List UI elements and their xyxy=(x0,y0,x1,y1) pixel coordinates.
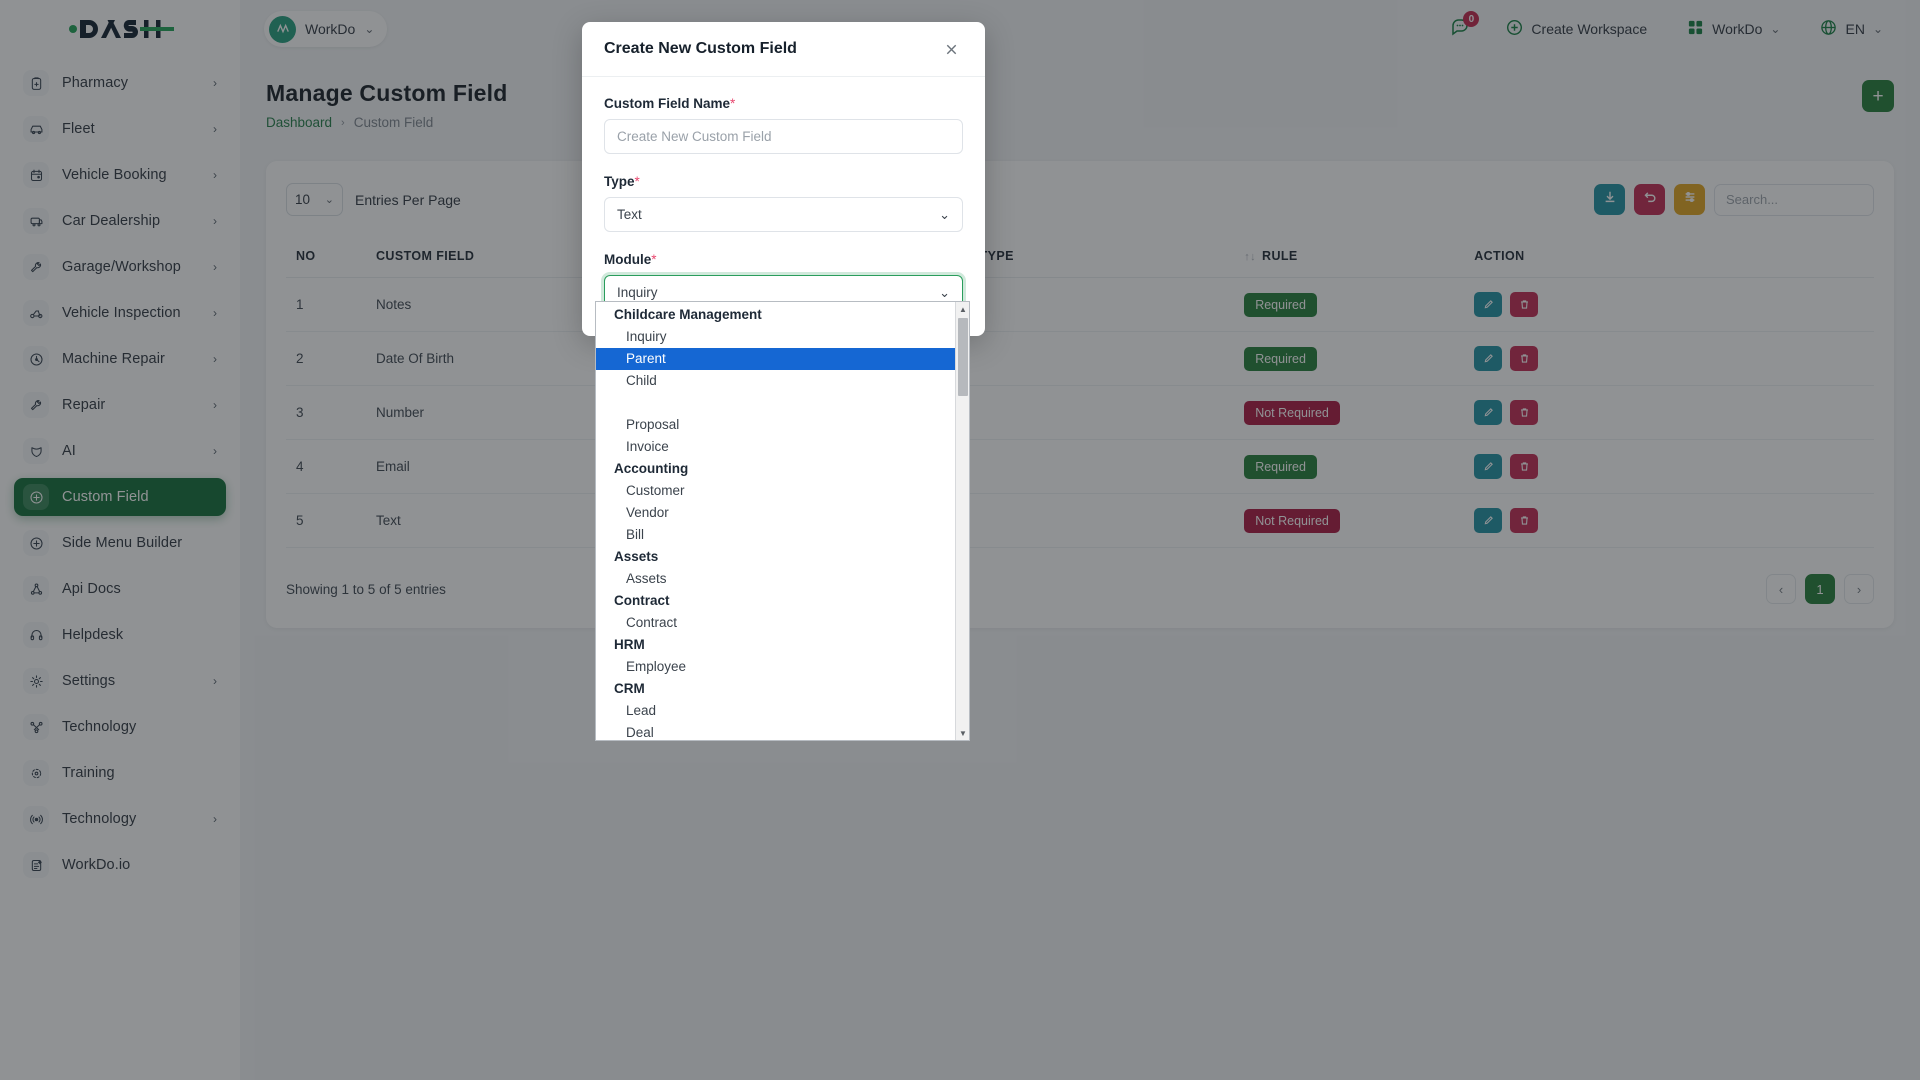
dropdown-group-label xyxy=(596,392,955,414)
name-field-label: Custom Field Name* xyxy=(604,96,963,111)
dropdown-option[interactable]: Assets xyxy=(626,571,667,586)
module-dropdown-options: Childcare Management Inquiry Parent Child Pr… xyxy=(596,302,955,740)
chevron-down-icon: ⌄ xyxy=(939,206,950,222)
modal-body: Custom Field Name* Create New Custom Fie… xyxy=(582,77,985,336)
module-field-label-text: Module xyxy=(604,252,652,267)
dropdown-option[interactable]: Contract xyxy=(626,615,678,630)
dropdown-option[interactable]: Parent xyxy=(596,348,955,370)
dropdown-option[interactable]: Lead xyxy=(626,703,657,718)
dropdown-option[interactable]: Bill xyxy=(626,527,645,542)
modal-header: Create New Custom Field xyxy=(582,22,985,77)
dropdown-group-label: Assets xyxy=(614,549,659,564)
chevron-down-icon: ⌄ xyxy=(939,284,950,300)
required-star: * xyxy=(651,252,657,267)
scrollbar-thumb[interactable] xyxy=(958,318,968,396)
dropdown-option[interactable]: Deal xyxy=(626,725,654,740)
dropdown-scrollbar[interactable]: ▲ ▼ xyxy=(955,302,969,740)
dropdown-group-label: Contract xyxy=(614,593,670,608)
dropdown-option[interactable]: Customer xyxy=(626,483,685,498)
dropdown-option[interactable]: Inquiry xyxy=(626,329,667,344)
dropdown-option[interactable]: Employee xyxy=(626,659,687,674)
type-select[interactable]: Text ⌄ xyxy=(604,197,963,232)
modal-title: Create New Custom Field xyxy=(604,40,797,57)
dropdown-option[interactable]: Child xyxy=(626,373,657,388)
dropdown-group-label: Accounting xyxy=(614,461,689,476)
module-field-label: Module* xyxy=(604,252,963,267)
type-select-value: Text xyxy=(617,207,642,222)
type-field-label: Type* xyxy=(604,174,963,189)
dropdown-option[interactable]: Invoice xyxy=(626,439,669,454)
required-star: * xyxy=(730,96,736,111)
type-field-label-text: Type xyxy=(604,174,635,189)
create-custom-field-modal: Create New Custom Field Custom Field Nam… xyxy=(582,22,985,336)
required-star: * xyxy=(634,174,640,189)
module-dropdown-list[interactable]: Childcare Management Inquiry Parent Child Pr… xyxy=(595,301,970,741)
module-select-value: Inquiry xyxy=(617,285,658,300)
scroll-up-icon[interactable]: ▲ xyxy=(959,304,967,314)
dropdown-option[interactable]: Vendor xyxy=(626,505,669,520)
dropdown-group-label: Childcare Management xyxy=(614,307,762,322)
name-field-label-text: Custom Field Name xyxy=(604,96,731,111)
dropdown-option[interactable]: Proposal xyxy=(626,417,680,432)
custom-field-name-input[interactable]: Create New Custom Field xyxy=(604,119,963,154)
scroll-down-icon[interactable]: ▼ xyxy=(959,728,967,738)
custom-field-name-placeholder: Create New Custom Field xyxy=(617,129,772,144)
dropdown-group-label: CRM xyxy=(614,681,645,696)
dropdown-group-label: HRM xyxy=(614,637,645,652)
close-icon[interactable] xyxy=(939,37,963,61)
